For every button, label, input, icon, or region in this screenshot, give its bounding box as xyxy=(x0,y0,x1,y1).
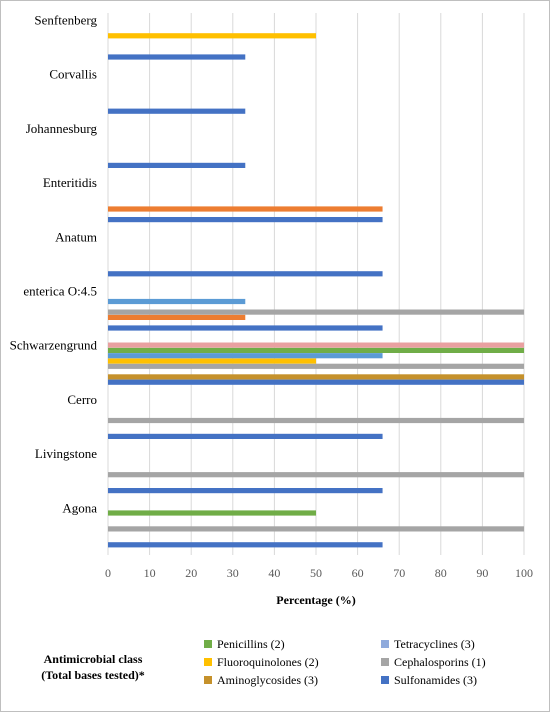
bar xyxy=(108,353,383,359)
category-label: Anatum xyxy=(55,229,97,244)
x-tick-label: 80 xyxy=(435,566,447,580)
x-tick-label: 70 xyxy=(393,566,405,580)
bar xyxy=(108,108,246,114)
legend-entry: Sulfonamides (3) xyxy=(394,673,477,687)
legend-swatch xyxy=(381,640,389,648)
x-tick-label: 60 xyxy=(352,566,364,580)
legend-entry: Tetracyclines (3) xyxy=(394,637,475,651)
legend-entry: Fluoroquinolones (2) xyxy=(217,655,319,669)
bar xyxy=(108,298,246,305)
legend-swatch xyxy=(381,658,389,666)
category-label: Johannesburg xyxy=(26,121,98,136)
bar xyxy=(108,488,383,494)
bar xyxy=(108,374,524,380)
bar xyxy=(108,358,316,364)
x-tick-label: 0 xyxy=(105,566,111,580)
x-tick-label: 30 xyxy=(227,566,239,580)
legend-entry: Aminoglycosides (3) xyxy=(217,673,318,687)
legend-swatch xyxy=(381,676,389,684)
bar xyxy=(108,347,524,353)
legend: Antimicrobial class (Total bases tested)… xyxy=(41,637,485,687)
bar xyxy=(108,314,246,320)
category-label: Schwarzengrund xyxy=(10,338,98,353)
legend-entry: Penicillins (2) xyxy=(217,637,285,651)
category-label: Agona xyxy=(62,500,97,515)
bar xyxy=(108,363,524,369)
legend-swatch xyxy=(204,640,212,648)
x-tick-label: 40 xyxy=(268,566,280,580)
category-label: Corvallis xyxy=(49,67,97,82)
bar xyxy=(108,54,246,60)
bars xyxy=(108,33,524,548)
legend-swatch xyxy=(204,676,212,684)
bar xyxy=(108,472,524,478)
category-label: Enteritidis xyxy=(43,175,97,190)
category-label: Livingstone xyxy=(35,446,97,461)
legend-swatch xyxy=(204,658,212,666)
legend-title-line-1: Antimicrobial class xyxy=(44,652,143,666)
x-tick-label: 90 xyxy=(476,566,488,580)
category-label: Senftenberg xyxy=(34,13,97,28)
x-tick-label: 20 xyxy=(185,566,197,580)
bar xyxy=(108,271,383,277)
category-labels: Senftenberg Corvallis Johannesburg Enteriti… xyxy=(10,13,98,516)
bar xyxy=(108,162,246,168)
bar xyxy=(108,510,316,516)
bar xyxy=(108,433,383,439)
x-axis-label: Percentage (%) xyxy=(276,593,355,607)
x-tick-label: 50 xyxy=(310,566,322,580)
bar xyxy=(108,325,383,331)
legend-entry: Cephalosporins (1) xyxy=(394,655,486,669)
x-tick-label: 100 xyxy=(515,566,533,580)
category-label: Cerro xyxy=(67,392,97,407)
bar xyxy=(108,206,383,212)
bar xyxy=(108,526,524,532)
category-label: enterica O:4.5 xyxy=(23,284,97,299)
legend-title-line-2: (Total bases tested)* xyxy=(41,668,145,682)
x-tick-label: 10 xyxy=(144,566,156,580)
bar xyxy=(108,417,524,424)
gridlines xyxy=(107,13,525,555)
bar xyxy=(108,217,383,223)
bar xyxy=(108,342,524,348)
bar xyxy=(108,309,524,315)
bar xyxy=(108,379,524,385)
bar xyxy=(108,542,383,548)
x-tick-labels: 0 10 20 30 40 50 60 70 80 90 100 xyxy=(105,566,533,580)
bar xyxy=(108,33,316,39)
